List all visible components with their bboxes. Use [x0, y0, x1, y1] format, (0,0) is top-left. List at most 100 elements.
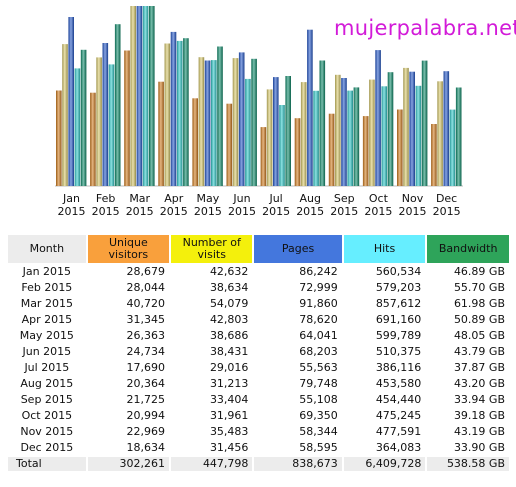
month-tick-label: 2015 [92, 205, 120, 218]
cell-bandwidth: 55.70 GB [427, 281, 509, 295]
bar-bandwidth [421, 60, 428, 186]
bar-hits [176, 40, 183, 187]
cell-visits: 31,213 [171, 377, 253, 391]
cell-bandwidth: 39.18 GB [427, 409, 509, 423]
bar-visits [62, 44, 68, 186]
cell-hits: 857,612 [343, 297, 426, 311]
bar-pages [136, 6, 143, 186]
cell-pages: 72,999 [254, 281, 342, 295]
cell-visits: 42,803 [171, 313, 253, 327]
cell-unique: 31,345 [87, 313, 170, 327]
bar-hits [449, 109, 456, 186]
cell-hits: 579,203 [343, 281, 426, 295]
bar-visits [130, 6, 136, 186]
month-tick-label: 2015 [433, 205, 461, 218]
cell-visits: 38,634 [171, 281, 253, 295]
bar-visits [266, 89, 273, 186]
bar-bandwidth [285, 76, 291, 186]
cell-unique: 17,690 [87, 361, 170, 375]
bar-pages [170, 31, 177, 187]
bar-bandwidth [353, 87, 360, 186]
cell-pages: 91,860 [254, 297, 342, 311]
cell-pages: 69,350 [254, 409, 342, 423]
cell-unique: 20,994 [87, 409, 170, 423]
bar-unique-visitors [192, 98, 198, 186]
header-pages: Pages [254, 235, 342, 263]
bar-pages [273, 77, 279, 186]
cell-visits: 38,686 [171, 329, 253, 343]
cell-visits: 54,079 [171, 297, 253, 311]
bar-visits [232, 58, 239, 186]
cell-month: Nov 2015 [8, 425, 86, 439]
cell-visits: 29,016 [171, 361, 253, 375]
cell-unique: 28,679 [87, 265, 170, 279]
bar-unique-visitors [90, 92, 96, 186]
bar-bandwidth [114, 24, 121, 187]
month-tick-label: 2015 [58, 205, 86, 218]
month-tick-label: 2015 [330, 205, 358, 218]
cell-visits: 42,632 [171, 265, 253, 279]
cell-hits: 6,409,728 [343, 457, 426, 471]
bar-unique-visitors [294, 118, 301, 186]
site-title: mujerpalabra.net [334, 16, 516, 40]
header-month: Month [8, 235, 86, 263]
cell-pages: 78,620 [254, 313, 342, 327]
month-tick-label: Mar [129, 192, 150, 205]
month-tick-label: Aug [299, 192, 320, 205]
cell-bandwidth: 43.19 GB [427, 425, 509, 439]
cell-unique: 24,734 [87, 345, 170, 359]
month-tick-label: 2015 [160, 205, 188, 218]
month-tick-label: Jun [232, 192, 250, 205]
cell-bandwidth: 46.89 GB [427, 265, 509, 279]
table-total-row: Total 302,261 447,798 838,673 6,409,728 538.5… [8, 457, 509, 471]
cell-unique: 18,634 [87, 441, 170, 455]
table-row: Jan 2015 28,679 42,632 86,242 560,534 46.89 G… [8, 265, 509, 279]
bar-visits [198, 57, 205, 187]
table-row: Mar 2015 40,720 54,079 91,860 857,612 61.98 G… [8, 297, 509, 311]
cell-visits: 31,961 [171, 409, 253, 423]
bar-hits [415, 85, 422, 186]
cell-month: Aug 2015 [8, 377, 86, 391]
cell-hits: 510,375 [343, 345, 426, 359]
cell-pages: 58,595 [254, 441, 342, 455]
bar-hits [108, 64, 115, 186]
bar-visits [96, 57, 102, 187]
month-tick-label: Oct [369, 192, 389, 205]
bar-unique-visitors [56, 90, 62, 186]
month-tick-label: 2015 [262, 205, 290, 218]
table-row: May 2015 26,363 38,686 64,041 599,789 48.05 G… [8, 329, 509, 343]
bar-hits [142, 6, 149, 186]
bar-hits [211, 60, 217, 186]
bar-pages [307, 29, 313, 187]
bar-hits [381, 86, 388, 186]
bar-unique-visitors [431, 124, 437, 186]
month-tick-label: Apr [164, 192, 184, 205]
table-row: Apr 2015 31,345 42,803 78,620 691,160 50.89 G… [8, 313, 509, 327]
bar-pages [238, 52, 245, 187]
bar-hits [74, 68, 81, 186]
bar-pages [409, 71, 415, 186]
header-hits: Hits [343, 235, 426, 263]
cell-pages: 79,748 [254, 377, 342, 391]
bar-pages [341, 78, 347, 186]
month-labels-layer: Jan2015Feb2015Mar2015Apr2015May2015Jun20… [58, 192, 461, 218]
cell-month: Total [8, 457, 86, 471]
bar-bandwidth [251, 58, 257, 186]
cell-month: Apr 2015 [8, 313, 86, 327]
table-header-row: Month Unique visitors Number of visits P… [8, 235, 509, 263]
cell-bandwidth: 50.89 GB [427, 313, 509, 327]
cell-bandwidth: 37.87 GB [427, 361, 509, 375]
bar-visits [164, 43, 171, 186]
bar-bandwidth [319, 60, 326, 186]
cell-bandwidth: 43.20 GB [427, 377, 509, 391]
cell-bandwidth: 33.94 GB [427, 393, 509, 407]
cell-pages: 86,242 [254, 265, 342, 279]
bar-pages [102, 43, 109, 186]
table-row: Sep 2015 21,725 33,404 55,108 454,440 33.94 G… [8, 393, 509, 407]
bar-hits [245, 78, 251, 186]
bar-bandwidth [149, 6, 155, 186]
month-tick-label: 2015 [228, 205, 256, 218]
cell-pages: 55,563 [254, 361, 342, 375]
cell-hits: 475,245 [343, 409, 426, 423]
cell-pages: 64,041 [254, 329, 342, 343]
